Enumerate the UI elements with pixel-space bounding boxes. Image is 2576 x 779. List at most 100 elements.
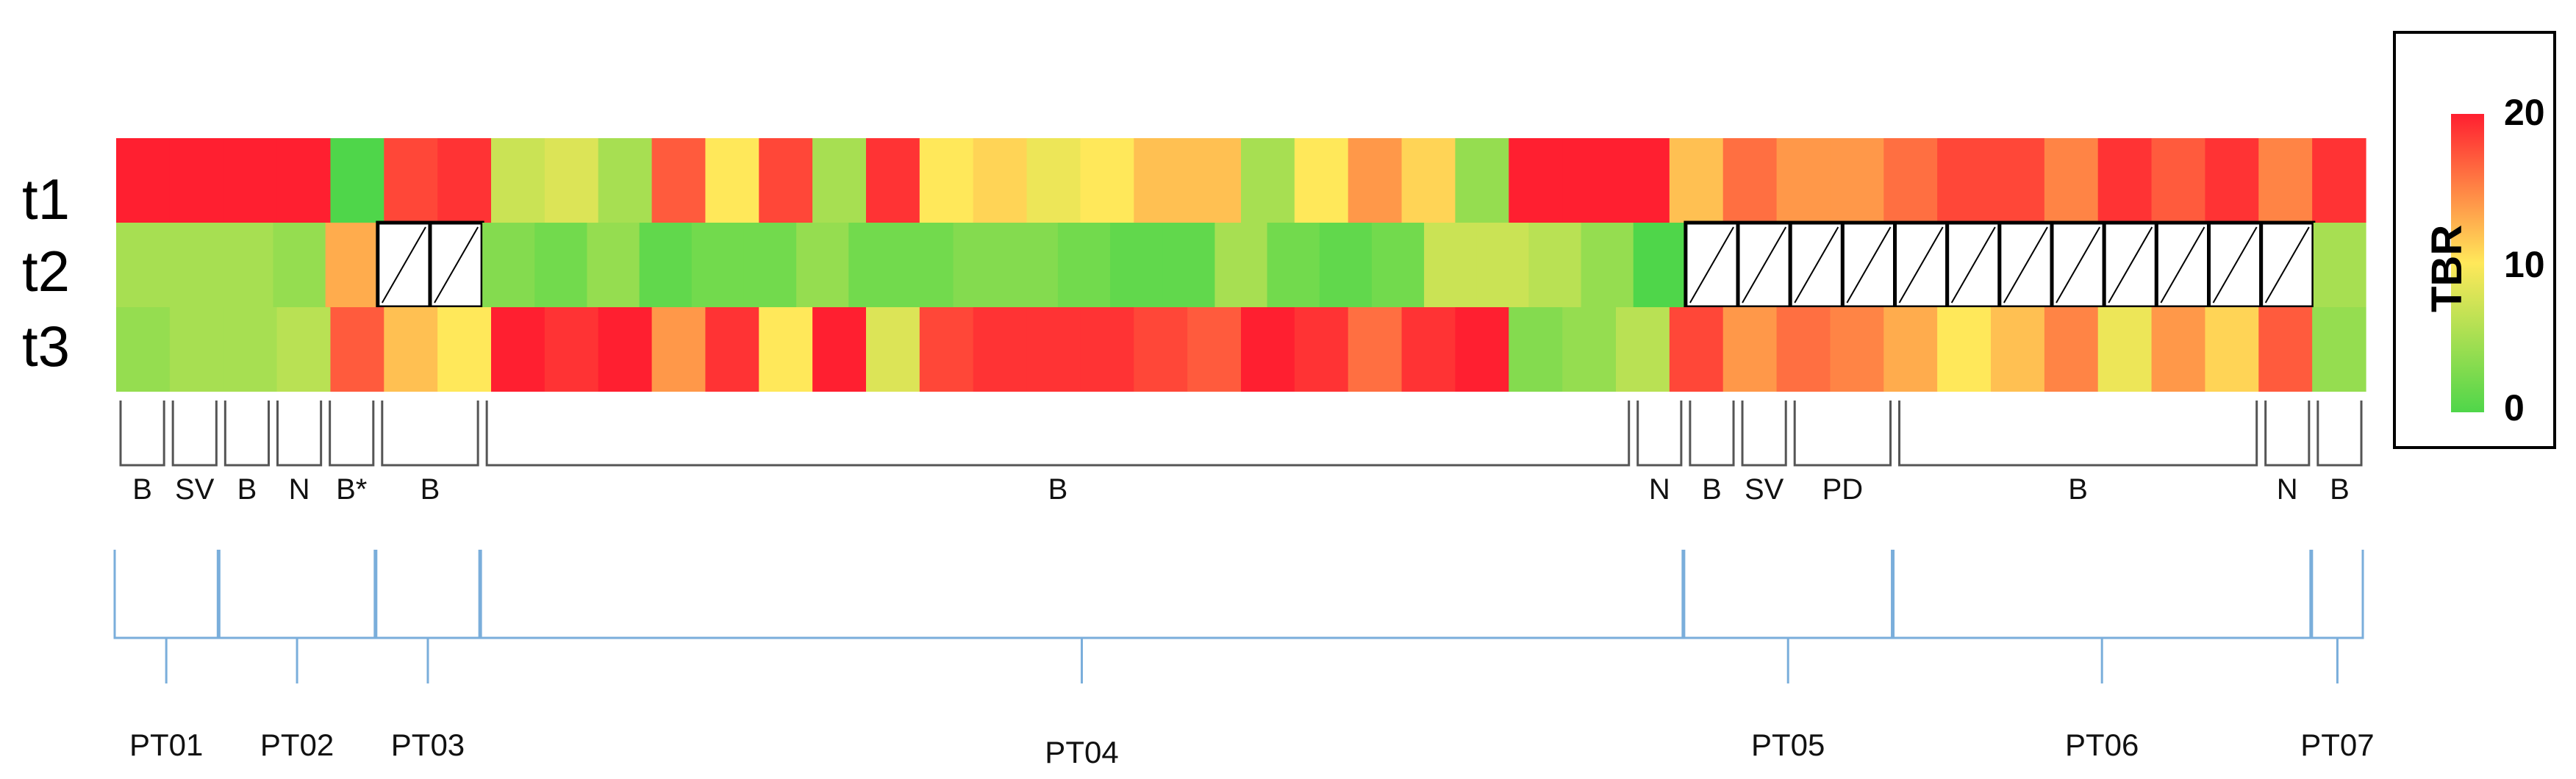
cell-t2-9 bbox=[587, 223, 640, 307]
cell-t3-30 bbox=[1722, 307, 1778, 392]
cell-t2-15 bbox=[901, 223, 954, 307]
cell-t1-17 bbox=[1026, 138, 1081, 223]
cell-t2-5-hatch bbox=[381, 226, 426, 304]
cell-t1-22 bbox=[1294, 138, 1349, 223]
cell-t2-1 bbox=[168, 223, 221, 307]
cell-t2-35-hatch bbox=[1950, 226, 1996, 304]
cell-t2-11 bbox=[691, 223, 745, 307]
cell-t2-12 bbox=[743, 223, 797, 307]
patient-label-0: PT01 bbox=[129, 728, 204, 762]
cell-t3-24 bbox=[1401, 307, 1456, 392]
cell-t3-1 bbox=[169, 307, 224, 392]
cell-t3-40 bbox=[2258, 307, 2313, 392]
cell-t1-30 bbox=[1722, 138, 1778, 223]
cell-t1-33 bbox=[1883, 138, 1938, 223]
group-label-5: B bbox=[420, 473, 440, 506]
cell-t3-41 bbox=[2312, 307, 2366, 392]
cell-t1-13 bbox=[812, 138, 867, 223]
cell-t2-26 bbox=[1476, 223, 1529, 307]
cell-t1-35 bbox=[1991, 138, 2045, 223]
cell-t3-6 bbox=[437, 307, 492, 392]
group-bracket-4 bbox=[329, 401, 375, 467]
group-label-7: N bbox=[1648, 473, 1670, 506]
group-bracket-7 bbox=[1636, 401, 1683, 467]
cell-t3-3 bbox=[276, 307, 332, 392]
cell-t1-19 bbox=[1134, 138, 1188, 223]
cell-t3-38 bbox=[2151, 307, 2206, 392]
cell-t2-4 bbox=[325, 223, 379, 307]
cell-t1-7 bbox=[491, 138, 545, 223]
patient-label-3: PT04 bbox=[1045, 735, 1119, 769]
cell-t3-16 bbox=[973, 307, 1028, 392]
cell-t3-11 bbox=[705, 307, 759, 392]
cell-t2-25 bbox=[1424, 223, 1477, 307]
cell-t3-31 bbox=[1776, 307, 1831, 392]
group-label-8: B bbox=[1702, 473, 1722, 506]
colorbar-gradient bbox=[2451, 114, 2484, 412]
cell-t1-9 bbox=[598, 138, 653, 223]
cell-t3-18 bbox=[1080, 307, 1134, 392]
patient-bracket-5 bbox=[1892, 550, 2312, 639]
patient-label-2: PT03 bbox=[390, 728, 465, 762]
cell-t2-24 bbox=[1371, 223, 1425, 307]
cell-t1-24 bbox=[1401, 138, 1456, 223]
cell-t3-0 bbox=[116, 307, 171, 392]
cell-t1-14 bbox=[866, 138, 920, 223]
group-bracket-6 bbox=[485, 401, 1631, 467]
cell-t3-20 bbox=[1187, 307, 1242, 392]
group-bracket-8 bbox=[1689, 401, 1735, 467]
row-label-t1: t1 bbox=[22, 167, 71, 231]
group-bracket-12 bbox=[2264, 401, 2311, 467]
group-label-2: B bbox=[237, 473, 257, 506]
cell-t2-34-hatch bbox=[1898, 226, 1944, 304]
cell-t3-15 bbox=[919, 307, 974, 392]
cell-t2-14 bbox=[848, 223, 902, 307]
cell-t1-39 bbox=[2205, 138, 2259, 223]
cell-t1-12 bbox=[759, 138, 813, 223]
cell-t3-29 bbox=[1669, 307, 1724, 392]
cell-t1-8 bbox=[544, 138, 599, 223]
cell-t2-36-hatch bbox=[2003, 226, 2048, 304]
cell-t3-36 bbox=[2044, 307, 2099, 392]
colorbar-tick-max: 20 bbox=[2504, 92, 2545, 133]
cell-t2-20 bbox=[1162, 223, 1216, 307]
cell-t1-16 bbox=[973, 138, 1028, 223]
cell-t2-18 bbox=[1057, 223, 1111, 307]
cell-t1-4 bbox=[330, 138, 384, 223]
cell-t1-38 bbox=[2151, 138, 2206, 223]
cell-t2-40-hatch bbox=[2212, 226, 2258, 304]
cell-t3-25 bbox=[1455, 307, 1509, 392]
row-label-t3: t3 bbox=[22, 314, 71, 378]
cell-t1-26 bbox=[1509, 138, 1563, 223]
cell-t1-34 bbox=[1937, 138, 1992, 223]
colorbar-tick-mid: 10 bbox=[2504, 244, 2545, 285]
cell-t2-19 bbox=[1110, 223, 1163, 307]
group-bracket-13 bbox=[2316, 401, 2363, 467]
cell-t1-31 bbox=[1776, 138, 1831, 223]
patient-bracket-0 bbox=[113, 550, 219, 639]
patient-label-6: PT07 bbox=[2300, 728, 2375, 762]
cell-t3-12 bbox=[759, 307, 813, 392]
group-bracket-1 bbox=[171, 401, 218, 467]
cell-t3-35 bbox=[1991, 307, 2045, 392]
cell-t2-27 bbox=[1528, 223, 1582, 307]
group-label-1: SV bbox=[175, 473, 215, 506]
cell-t2-0 bbox=[116, 223, 169, 307]
cell-t2-32-hatch bbox=[1794, 226, 1839, 304]
cell-t3-17 bbox=[1026, 307, 1081, 392]
cell-t2-2 bbox=[221, 223, 274, 307]
cell-t2-21 bbox=[1214, 223, 1268, 307]
cell-t2-38-hatch bbox=[2108, 226, 2153, 304]
cell-t1-32 bbox=[1830, 138, 1884, 223]
cell-t2-30-hatch bbox=[1689, 226, 1734, 304]
cell-t3-28 bbox=[1616, 307, 1670, 392]
cell-t3-7 bbox=[491, 307, 545, 392]
group-label-10: PD bbox=[1822, 473, 1864, 506]
cell-t3-33 bbox=[1883, 307, 1938, 392]
cell-t1-28 bbox=[1616, 138, 1670, 223]
cell-t2-13 bbox=[796, 223, 849, 307]
cell-t3-27 bbox=[1562, 307, 1617, 392]
cell-t1-36 bbox=[2044, 138, 2099, 223]
cell-t2-33-hatch bbox=[1846, 226, 1892, 304]
